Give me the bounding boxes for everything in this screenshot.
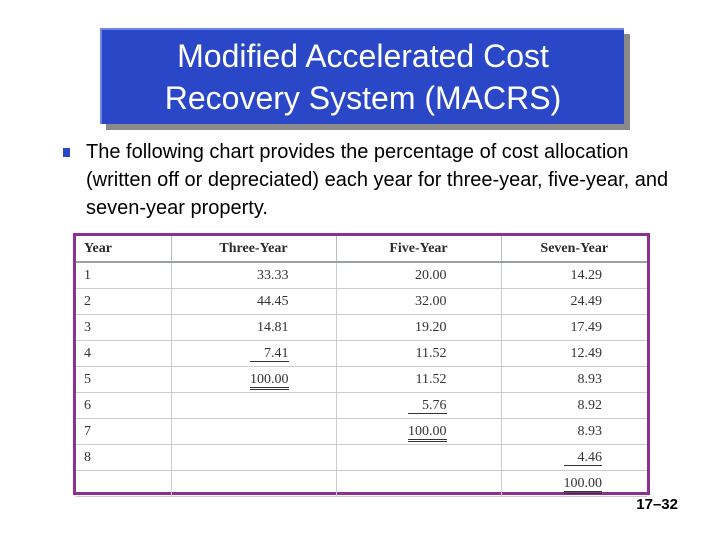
table-row: 8 4.46	[76, 444, 647, 471]
header-seven-year: Seven-Year	[501, 236, 647, 263]
cell-year: 5	[76, 366, 172, 393]
table-row: 5 100.00 11.52 8.93	[76, 366, 647, 393]
table-row: 1 33.33 20.00 14.29	[76, 262, 647, 289]
cell-five-year: 5.76	[336, 392, 502, 419]
cell-three-year: 33.33	[171, 262, 337, 289]
table-row: 2 44.45 32.00 24.49	[76, 288, 647, 315]
bullet-square-icon	[63, 148, 70, 157]
cell-seven-year: 12.49	[501, 340, 647, 367]
cell-year: 6	[76, 392, 172, 419]
table-row: 100.00	[76, 470, 647, 497]
cell-five-year: 19.20	[336, 314, 502, 341]
cell-year: 3	[76, 314, 172, 341]
slide-number: 17–32	[636, 496, 678, 513]
cell-seven-year: 8.93	[501, 418, 647, 445]
table-row: 7 100.00 8.93	[76, 418, 647, 445]
table-header-row: Year Three-Year Five-Year Seven-Year	[76, 236, 647, 263]
table-row: 3 14.81 19.20 17.49	[76, 314, 647, 341]
cell-year: 1	[76, 262, 172, 289]
underlined-value: 5.76	[408, 397, 447, 414]
underlined-value: 4.46	[563, 449, 602, 466]
cell-three-year: 14.81	[171, 314, 337, 341]
underlined-value: 7.41	[250, 345, 289, 362]
total-value: 100.00	[250, 371, 289, 390]
cell-five-year: 11.52	[336, 340, 502, 367]
table-row: 6 5.76 8.92	[76, 392, 647, 419]
header-five-year: Five-Year	[336, 236, 502, 263]
cell-three-year	[171, 392, 337, 419]
total-value: 100.00	[408, 423, 447, 442]
cell-three-year: 44.45	[171, 288, 337, 315]
title-line-2: Recovery System (MACRS)	[164, 80, 562, 116]
cell-three-year	[171, 470, 337, 497]
macrs-table: Year Three-Year Five-Year Seven-Year 1 3…	[73, 233, 650, 497]
cell-seven-year: 24.49	[501, 288, 647, 315]
cell-five-year	[336, 444, 502, 471]
cell-three-year	[171, 444, 337, 471]
cell-five-year: 100.00	[336, 418, 502, 445]
cell-year: 8	[76, 444, 172, 471]
header-year: Year	[76, 236, 172, 263]
cell-year: 4	[76, 340, 172, 367]
macrs-table-grid: Year Three-Year Five-Year Seven-Year 1 3…	[76, 236, 647, 497]
cell-seven-year: 100.00	[501, 470, 647, 497]
title-line-1: Modified Accelerated Cost	[177, 38, 549, 74]
cell-five-year: 20.00	[336, 262, 502, 289]
cell-three-year: 100.00	[171, 366, 337, 393]
cell-year: 7	[76, 418, 172, 445]
cell-three-year: 7.41	[171, 340, 337, 367]
cell-seven-year: 8.93	[501, 366, 647, 393]
cell-five-year	[336, 470, 502, 497]
cell-seven-year: 4.46	[501, 444, 647, 471]
cell-five-year: 32.00	[336, 288, 502, 315]
table-row: 4 7.41 11.52 12.49	[76, 340, 647, 367]
slide-title: Modified Accelerated Cost Recovery Syste…	[100, 28, 624, 124]
total-value: 100.00	[563, 475, 602, 494]
cell-three-year	[171, 418, 337, 445]
cell-year: 2	[76, 288, 172, 315]
cell-seven-year: 14.29	[501, 262, 647, 289]
cell-year	[76, 470, 172, 497]
cell-seven-year: 8.92	[501, 392, 647, 419]
bullet-text: The following chart provides the percent…	[86, 141, 669, 219]
cell-seven-year: 17.49	[501, 314, 647, 341]
header-three-year: Three-Year	[171, 236, 337, 263]
cell-five-year: 11.52	[336, 366, 502, 393]
